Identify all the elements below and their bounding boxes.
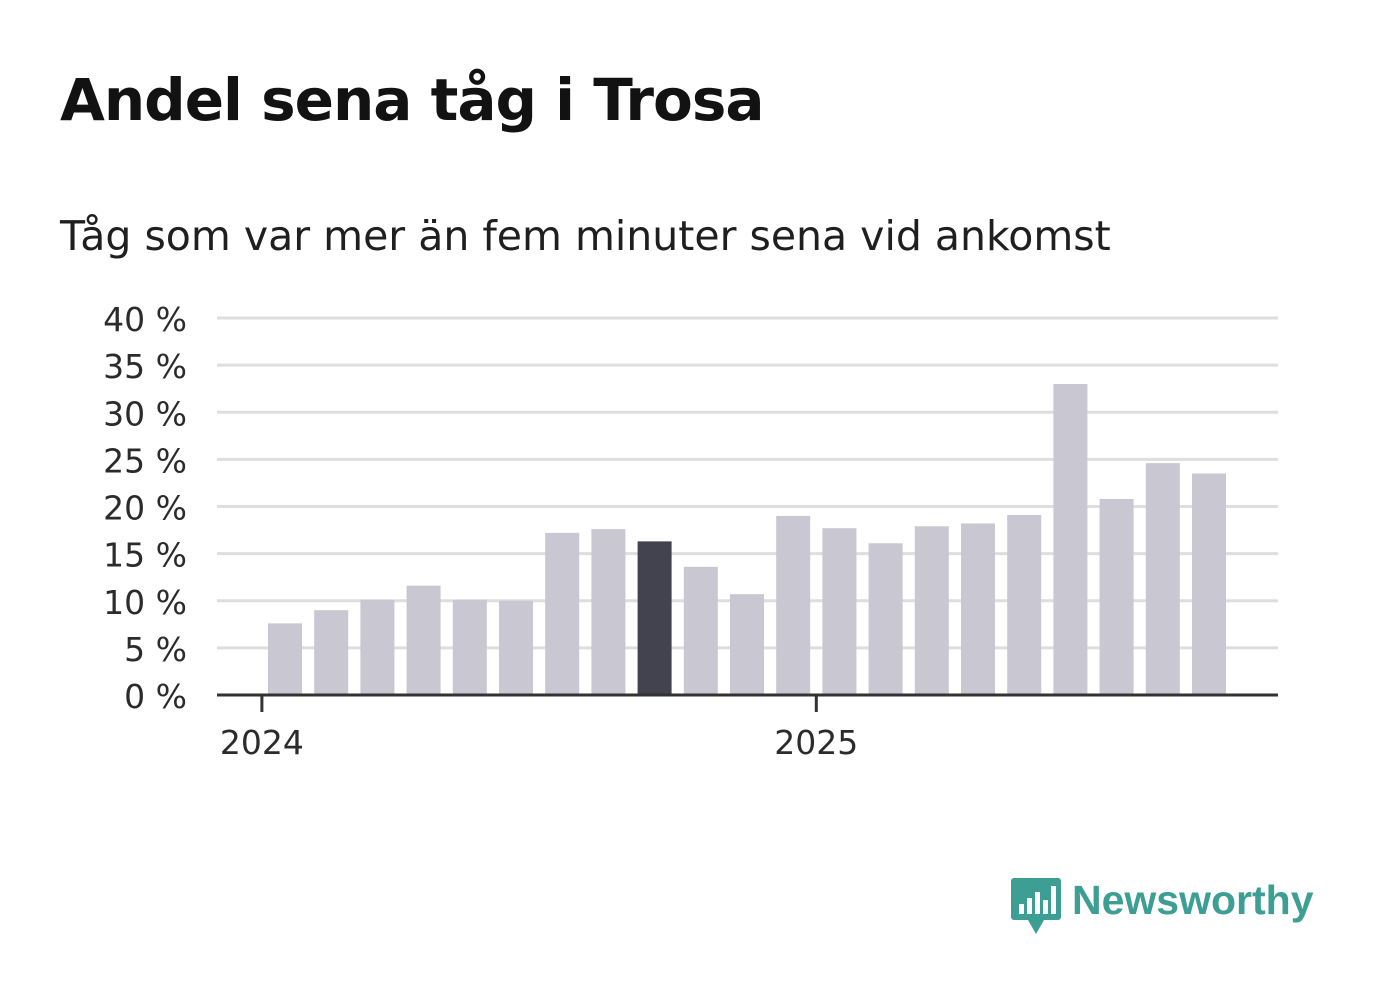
bar-2025-05	[1007, 514, 1042, 695]
bar-2025-06	[1053, 383, 1088, 695]
x-tick-label: 2025	[774, 723, 858, 762]
bar-2025-09	[1192, 473, 1226, 695]
bar-2024-04	[406, 585, 441, 695]
axes: 0 % 5 % 10 % 15 % 20 % 25 % 30 % 35 % 40 % 2024 20…	[103, 300, 1278, 762]
y-tick-label: 35 %	[103, 347, 187, 386]
bar-2025-02	[868, 543, 903, 695]
bar-2024-02	[314, 610, 349, 695]
bar-2024-01	[268, 623, 302, 695]
bar-2025-07	[1099, 498, 1134, 695]
bar-2024-09	[637, 541, 672, 695]
bar-2025-01	[822, 528, 857, 695]
newsworthy-logo-text: Newsworthy	[1072, 877, 1314, 923]
bar-2025-03	[914, 526, 949, 695]
y-tick-label: 40 %	[103, 300, 187, 339]
chart-subtitle: Tåg som var mer än fem minuter sena vid …	[60, 212, 1111, 260]
chart-title: Andel sena tåg i Trosa	[60, 66, 765, 134]
y-tick-label: 5 %	[124, 630, 187, 669]
y-tick-label: 20 %	[103, 489, 187, 528]
x-tick-label: 2024	[220, 723, 304, 762]
y-tick-label: 15 %	[103, 536, 187, 575]
bar-2025-04	[961, 523, 995, 695]
bars	[268, 383, 1226, 695]
y-tick-label: 25 %	[103, 441, 187, 480]
bar-2024-06	[499, 600, 533, 695]
bar-2024-10	[683, 566, 718, 695]
bar-2024-03	[360, 599, 395, 695]
newsworthy-logo: Newsworthy	[1010, 876, 1314, 940]
bar-2025-08	[1145, 463, 1180, 695]
bar-2024-05	[452, 599, 487, 695]
y-tick-label: 10 %	[103, 583, 187, 622]
bar-2024-12	[776, 515, 811, 695]
bar-2024-07	[545, 532, 580, 695]
newsworthy-bar-chart-speech-icon	[1010, 876, 1062, 940]
bar-2024-11	[730, 594, 764, 695]
y-tick-label: 30 %	[103, 394, 187, 433]
bar-2024-08	[591, 529, 626, 695]
y-tick-label: 0 %	[124, 677, 187, 716]
